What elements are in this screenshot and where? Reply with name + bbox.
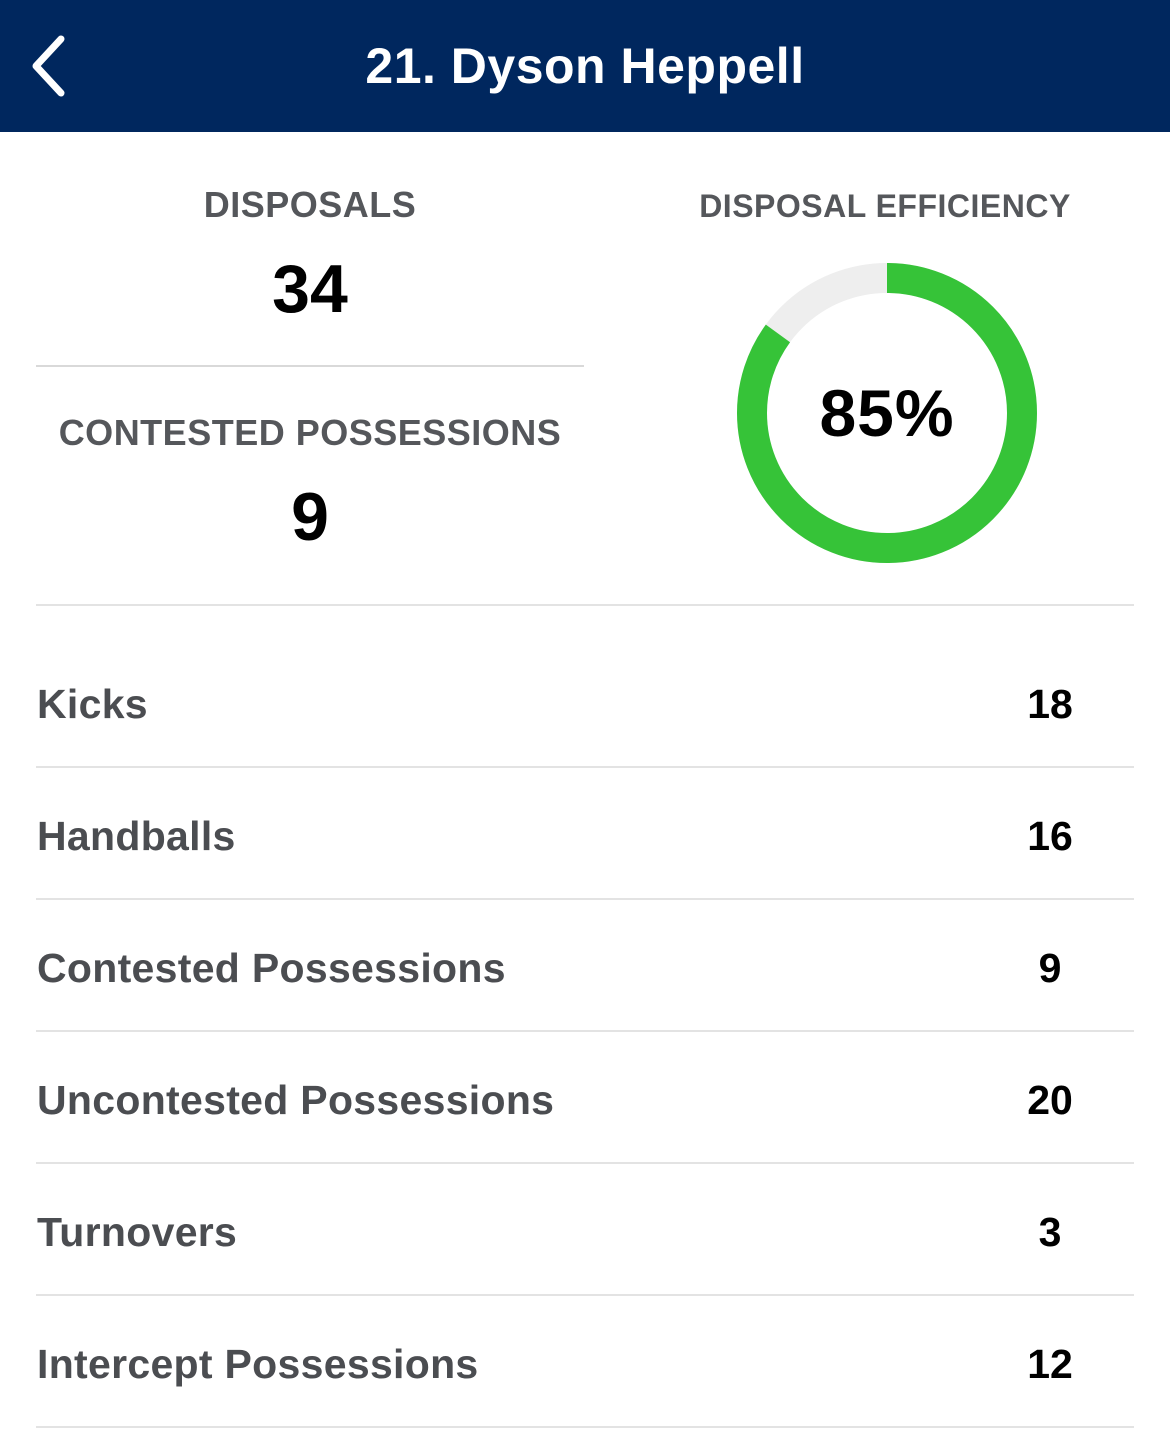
chevron-left-icon [32, 35, 65, 97]
disposals-label: DISPOSALS [203, 184, 417, 225]
stat-value: 20 [1027, 1077, 1073, 1123]
nav-header: 21. Dyson Heppell [0, 0, 1170, 132]
page-title: 21. Dyson Heppell [365, 38, 805, 94]
stat-label: Kicks [37, 681, 148, 727]
stat-value: 16 [1027, 813, 1073, 859]
divider [36, 766, 1134, 768]
list-item: Handballs 16 [0, 768, 1170, 900]
stat-value: 3 [1038, 1209, 1062, 1255]
divider [36, 1162, 1134, 1164]
list-item: Kicks 18 [0, 606, 1170, 768]
list-item: Turnovers 3 [0, 1164, 1170, 1296]
disposal-efficiency-value: 85% [819, 376, 955, 450]
list-item: Uncontested Possessions 20 [0, 1032, 1170, 1164]
divider [36, 1426, 1134, 1428]
divider [36, 1294, 1134, 1296]
divider [36, 604, 1134, 606]
list-item: Intercept Possessions 12 [0, 1296, 1170, 1428]
contested-possessions-value: 9 [291, 479, 329, 555]
divider [36, 898, 1134, 900]
stat-value: 12 [1027, 1341, 1073, 1387]
stat-label: Turnovers [37, 1209, 238, 1255]
stat-label: Contested Possessions [37, 945, 506, 991]
stat-label: Intercept Possessions [37, 1341, 479, 1387]
back-button[interactable] [18, 26, 78, 106]
stat-value: 18 [1027, 681, 1073, 727]
summary-panel: DISPOSALS 34 CONTESTED POSSESSIONS 9 DIS… [0, 132, 1170, 606]
disposal-efficiency-donut [737, 263, 1037, 563]
stat-label: Uncontested Possessions [37, 1077, 555, 1123]
disposals-value: 34 [272, 251, 348, 327]
disposal-efficiency-label: DISPOSAL EFFICIENCY [699, 188, 1071, 224]
divider [36, 365, 584, 367]
divider [36, 1030, 1134, 1032]
contested-possessions-label: CONTESTED POSSESSIONS [58, 412, 562, 453]
stat-value: 9 [1038, 945, 1062, 991]
stat-label: Handballs [37, 813, 236, 859]
list-item: Contested Possessions 9 [0, 900, 1170, 1032]
stats-list: Kicks 18 Handballs 16 Contested Possessions 9… [0, 606, 1170, 1428]
donut-fill [737, 263, 1037, 563]
